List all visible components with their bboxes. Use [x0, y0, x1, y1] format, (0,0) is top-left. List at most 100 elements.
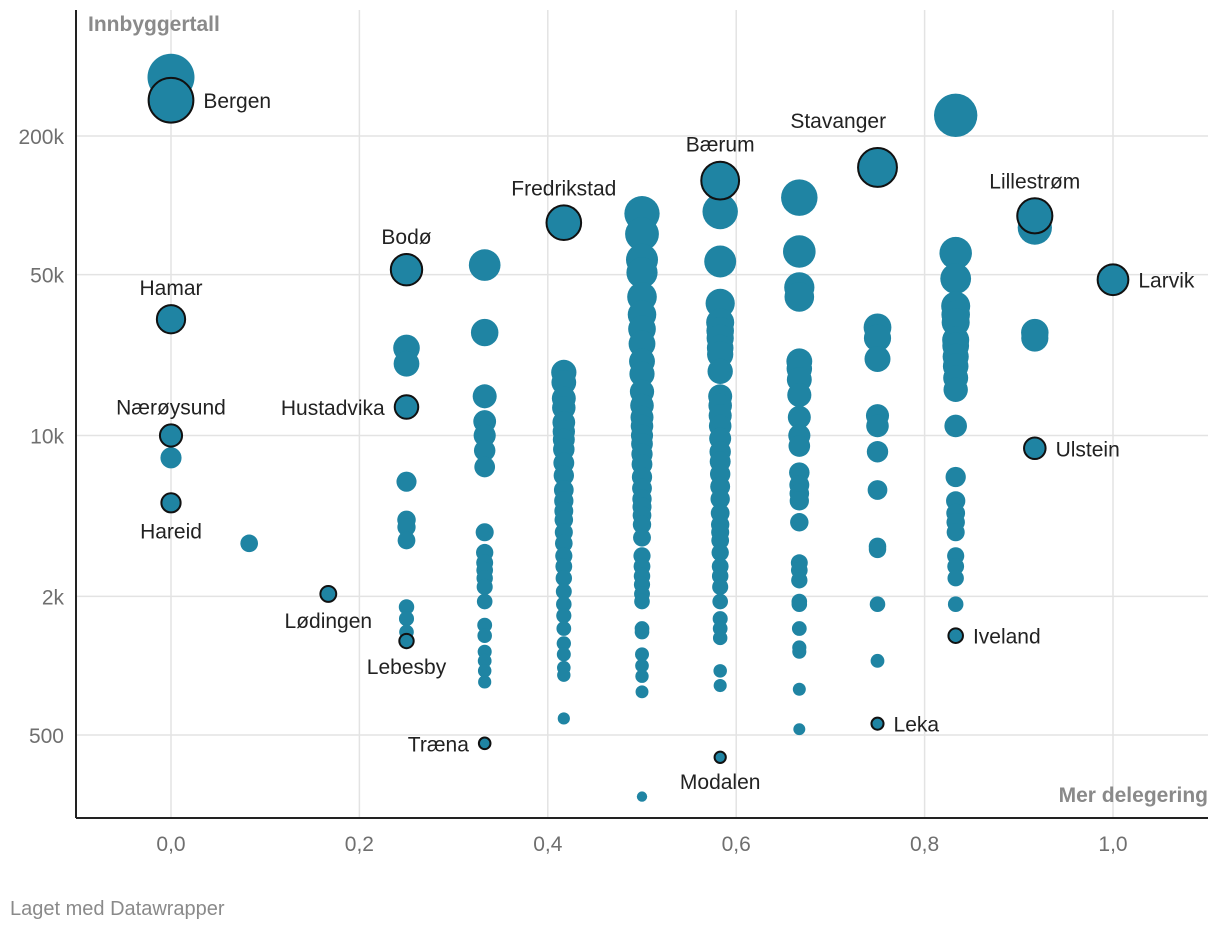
point-label: Modalen: [680, 771, 761, 794]
data-point: [393, 350, 420, 377]
highlighted-point: [147, 76, 195, 124]
data-point: [713, 678, 727, 693]
highlighted-point: [389, 253, 424, 287]
data-point: [868, 540, 887, 559]
data-point: [784, 282, 815, 312]
data-point: [939, 236, 972, 270]
data-point: [788, 435, 811, 457]
data-point: [555, 557, 573, 575]
data-point: [634, 624, 650, 640]
data-point: [476, 578, 493, 595]
highlighted-point: [713, 750, 727, 764]
data-point: [792, 682, 806, 696]
highlighted-point: [1096, 263, 1130, 297]
data-point: [556, 621, 572, 636]
point-label: Bergen: [203, 90, 271, 113]
data-point: [396, 471, 417, 492]
point-label: Hamar: [139, 277, 202, 300]
y-tick-label: 50k: [30, 265, 64, 288]
data-point: [866, 441, 889, 463]
data-point: [711, 531, 730, 550]
data-point: [947, 596, 964, 612]
x-tick-label: 0,4: [533, 833, 563, 856]
point-label: Leka: [894, 714, 940, 737]
data-point: [556, 647, 571, 662]
highlighted-point: [160, 492, 182, 514]
data-point: [636, 791, 648, 802]
highlighted-point: [1023, 436, 1047, 461]
credit-text: Laget med Datawrapper: [10, 898, 225, 920]
data-point: [713, 664, 727, 678]
point-label: Ulstein: [1056, 438, 1120, 461]
data-point: [557, 712, 570, 725]
data-point: [867, 480, 888, 500]
data-point: [1021, 324, 1049, 352]
x-axis-title: Mer delegering: [1059, 784, 1208, 807]
highlighted-point: [398, 632, 415, 650]
data-point: [947, 569, 964, 587]
y-tick-label: 500: [29, 725, 64, 748]
data-point: [943, 377, 968, 402]
point-label: Fredrikstad: [511, 177, 616, 200]
data-point: [634, 593, 650, 610]
highlighted-point: [947, 627, 964, 644]
data-point: [556, 636, 571, 651]
data-point: [632, 515, 652, 534]
x-tick-label: 0,2: [345, 833, 374, 856]
y-tick-label: 2k: [42, 586, 65, 609]
data-point: [477, 664, 492, 678]
data-point: [470, 318, 499, 347]
data-point: [711, 543, 729, 562]
data-point: [789, 491, 809, 511]
highlighted-point: [857, 147, 898, 188]
data-point: [704, 245, 737, 278]
data-point: [863, 324, 892, 352]
y-axis-title: Innbyggertall: [88, 13, 220, 36]
x-gridlines: [170, 10, 1114, 818]
data-point: [553, 465, 574, 486]
data-point: [945, 466, 966, 488]
highlighted-point: [393, 394, 420, 420]
point-label: Nærøysund: [116, 396, 226, 419]
x-tick-label: 1,0: [1098, 833, 1127, 856]
data-point: [869, 596, 886, 612]
data-point: [870, 653, 885, 668]
point-label: Træna: [408, 733, 469, 756]
x-tick-labels: 0,0 0,2 0,4 0,6 0,8 1,0: [156, 833, 1127, 856]
point-label: Bærum: [686, 134, 755, 157]
data-point: [712, 630, 728, 646]
point-label: Stavanger: [790, 110, 886, 133]
data-point: [473, 439, 496, 462]
point-label: Hareid: [140, 520, 202, 543]
data-point: [555, 569, 573, 587]
x-tick-label: 0,8: [910, 833, 939, 856]
data-point: [791, 572, 808, 589]
data-point: [635, 685, 649, 699]
data-point: [477, 653, 492, 668]
data-point: [702, 193, 738, 230]
highlighted-point: [477, 736, 492, 751]
data-points: [147, 53, 1052, 802]
data-point: [791, 596, 808, 612]
data-point: [556, 596, 572, 612]
data-point: [477, 628, 492, 643]
data-point: [556, 608, 572, 624]
data-point: [946, 523, 965, 542]
data-point: [240, 534, 259, 553]
data-point: [864, 345, 891, 372]
data-point: [866, 414, 889, 438]
point-label: Lebesby: [367, 656, 447, 679]
data-point: [787, 382, 812, 408]
y-tick-label: 200k: [18, 126, 64, 149]
data-point: [625, 217, 659, 251]
data-point: [783, 235, 816, 268]
data-point: [557, 668, 571, 682]
data-point: [473, 424, 496, 447]
data-point: [478, 675, 492, 689]
data-point: [397, 517, 416, 537]
x-tick-label: 0,6: [722, 833, 751, 856]
data-point: [947, 557, 965, 575]
data-point: [398, 599, 415, 615]
data-point: [555, 583, 572, 600]
